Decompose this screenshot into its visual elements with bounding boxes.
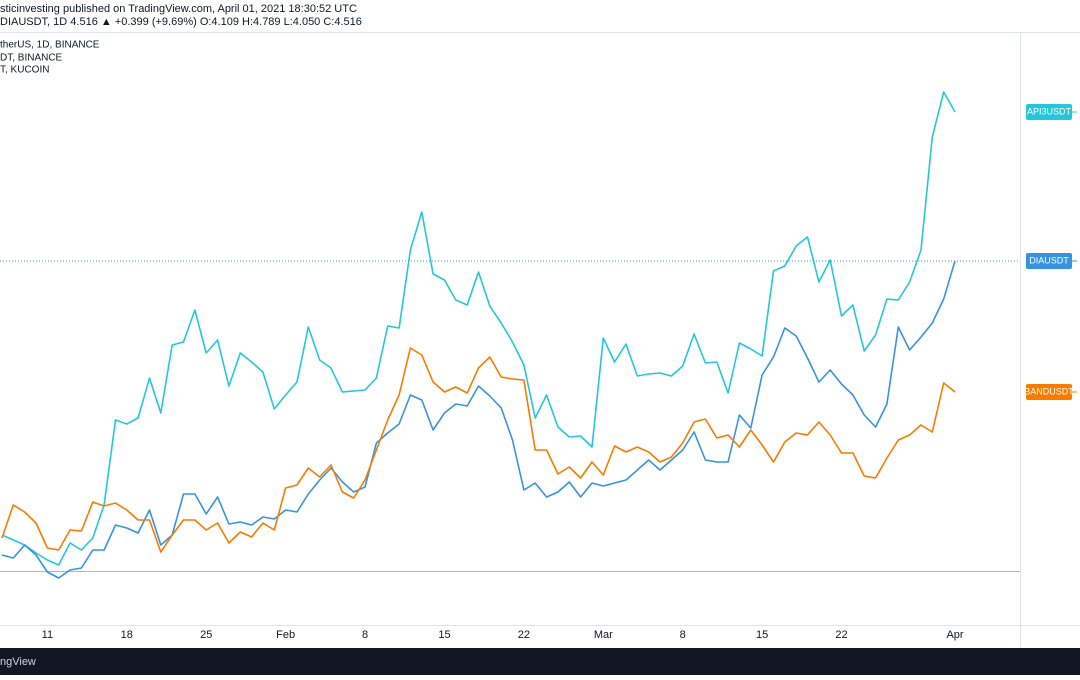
legend-line: DT, BINANCE xyxy=(0,53,63,64)
x-tick-label: Feb xyxy=(276,629,295,641)
x-tick-label: 8 xyxy=(362,629,368,641)
footer-bar xyxy=(0,648,1080,675)
x-tick-label: 15 xyxy=(438,629,450,641)
x-tick-label: 8 xyxy=(680,629,686,641)
x-tick-label: 22 xyxy=(518,629,530,641)
series-label: BANDUSDT xyxy=(1024,386,1074,396)
legend-line: T, KUCOIN xyxy=(0,65,49,76)
x-tick-label: 22 xyxy=(835,629,847,641)
x-tick-label: Mar xyxy=(594,629,613,641)
series-label-bg xyxy=(1026,384,1072,400)
x-tick-label: 15 xyxy=(756,629,768,641)
series-line xyxy=(1,347,956,553)
quote-text: DIAUSDT, 1D 4.516 ▲ +0.399 (+9.69%) O:4.… xyxy=(0,16,362,28)
legend-line: therUS, 1D, BINANCE xyxy=(0,40,100,51)
published-text: sticinvesting published on TradingView.c… xyxy=(0,3,357,15)
x-tick-label: Apr xyxy=(946,629,963,641)
series-label-bg xyxy=(1026,104,1072,120)
series-label: DIAUSDT xyxy=(1029,255,1069,265)
footer-brand: ngView xyxy=(0,656,36,668)
series-line xyxy=(1,260,956,579)
x-tick-label: 18 xyxy=(121,629,133,641)
x-tick-label: 25 xyxy=(200,629,212,641)
series-line xyxy=(1,91,956,566)
x-tick-label: 11 xyxy=(42,629,53,641)
series-label-bg xyxy=(1026,253,1072,269)
series-label: API3USDT xyxy=(1027,106,1072,116)
